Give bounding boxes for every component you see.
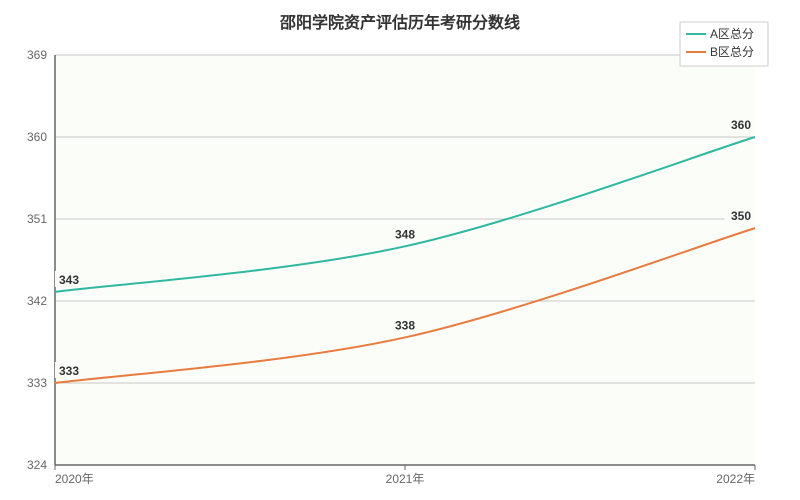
y-tick-label: 351: [27, 212, 47, 226]
data-label: 350: [731, 209, 751, 223]
x-tick-label: 2021年: [386, 472, 425, 486]
x-tick-label: 2020年: [55, 472, 94, 486]
line-chart: 324 333 342 351 360 369 2020年 2021年 2022年 343 348 3…: [0, 0, 800, 500]
chart-title: 邵阳学院资产评估历年考研分数线: [279, 13, 520, 32]
data-label: 343: [59, 273, 79, 287]
y-tick-label: 333: [27, 376, 47, 390]
plot-area: [55, 55, 755, 465]
chart-container: 324 333 342 351 360 369 2020年 2021年 2022年 343 348 3…: [0, 0, 800, 500]
data-label: 360: [731, 118, 751, 132]
y-tick-label: 369: [27, 48, 47, 62]
data-label: 348: [395, 227, 415, 241]
y-tick-label: 342: [27, 294, 47, 308]
data-label: 338: [395, 318, 415, 332]
data-label: 333: [59, 364, 79, 378]
y-tick-label: 360: [27, 130, 47, 144]
x-tick-label: 2022年: [716, 472, 755, 486]
legend-label: B区总分: [710, 45, 754, 59]
y-tick-label: 324: [27, 458, 47, 472]
legend-label: A区总分: [710, 27, 754, 41]
